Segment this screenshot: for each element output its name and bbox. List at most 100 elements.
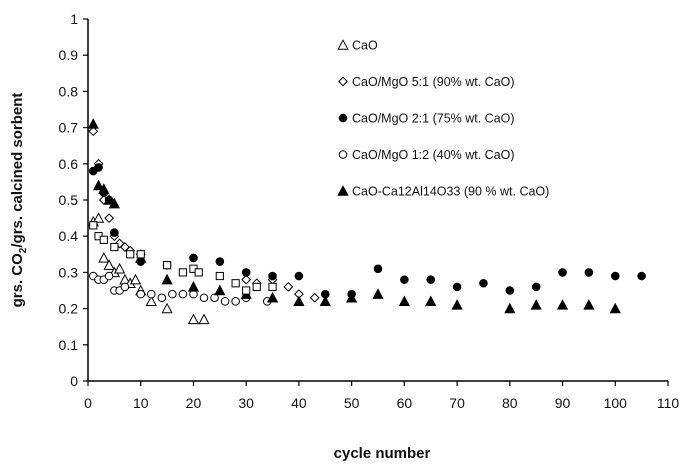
data-point bbox=[120, 242, 130, 252]
data-point bbox=[372, 288, 384, 299]
data-point bbox=[283, 281, 294, 292]
data-point bbox=[136, 289, 146, 299]
data-point bbox=[268, 282, 277, 291]
legend-label: CaO/MgO 2:1 (75% wt. CaO) bbox=[352, 112, 515, 126]
data-point bbox=[178, 289, 188, 299]
data-point bbox=[136, 250, 145, 259]
data-point bbox=[452, 282, 462, 292]
y-tick-label: 0.8 bbox=[59, 83, 79, 99]
data-point bbox=[531, 282, 541, 292]
data-point bbox=[479, 278, 488, 288]
data-point bbox=[530, 299, 542, 310]
x-tick-label: 70 bbox=[449, 395, 465, 411]
y-axis-title: grs. CO2/grs. calcined sorbent bbox=[9, 93, 29, 308]
data-point bbox=[94, 163, 103, 172]
legend-marker bbox=[338, 150, 348, 159]
data-point bbox=[266, 291, 279, 303]
data-point bbox=[242, 286, 251, 295]
legend-label: CaO/MgO 5:1 (90% wt. CaO) bbox=[352, 75, 515, 89]
data-point bbox=[294, 271, 304, 281]
data-point bbox=[161, 302, 173, 314]
x-tick-label: 80 bbox=[502, 395, 518, 411]
data-point bbox=[87, 118, 99, 129]
y-tick-label: 0.6 bbox=[59, 156, 79, 172]
data-point bbox=[157, 293, 167, 303]
data-point bbox=[268, 271, 277, 281]
data-point bbox=[146, 289, 156, 299]
legend-marker bbox=[338, 76, 348, 87]
legend: CaO CaO/MgO 5:1 (90% wt. CaO) CaO/MgO 2:1 … bbox=[337, 39, 549, 199]
legend-label: CaO/MgO 1:2 (40% wt. CaO) bbox=[352, 148, 515, 162]
data-point bbox=[129, 273, 142, 285]
y-axis-title-subscript: 2 bbox=[18, 247, 29, 253]
data-point bbox=[609, 302, 621, 314]
data-point bbox=[584, 268, 594, 277]
x-axis-title: cycle number bbox=[334, 445, 431, 462]
data-point bbox=[126, 250, 135, 259]
data-point bbox=[189, 253, 198, 263]
data-point bbox=[89, 221, 98, 230]
data-point bbox=[252, 282, 261, 291]
data-point bbox=[110, 242, 119, 252]
data-point bbox=[104, 213, 114, 224]
data-point bbox=[210, 293, 219, 303]
data-point bbox=[373, 264, 383, 274]
y-axis-title-part-1: grs. CO bbox=[9, 253, 26, 308]
data-point bbox=[108, 197, 120, 209]
data-point bbox=[293, 295, 305, 307]
data-point bbox=[199, 293, 209, 303]
data-point bbox=[215, 257, 225, 266]
data-point bbox=[398, 295, 410, 307]
data-point bbox=[214, 284, 226, 296]
legend-marker bbox=[337, 185, 349, 196]
x-tick-label: 30 bbox=[238, 395, 254, 411]
x-tick-label: 60 bbox=[397, 395, 413, 411]
data-point bbox=[426, 275, 436, 284]
x-tick-label: 90 bbox=[555, 395, 571, 411]
data-point bbox=[88, 126, 99, 137]
y-tick-label: 0.9 bbox=[59, 47, 79, 63]
data-point bbox=[98, 183, 110, 194]
series-2 bbox=[88, 126, 320, 303]
data-points bbox=[87, 118, 646, 325]
y-tick-label: 0.3 bbox=[59, 264, 79, 280]
x-tick-label: 20 bbox=[186, 395, 202, 411]
series-6 bbox=[89, 221, 277, 295]
data-point bbox=[194, 268, 203, 277]
data-point bbox=[556, 299, 569, 310]
data-point bbox=[120, 282, 130, 292]
data-point bbox=[114, 238, 125, 249]
data-point bbox=[220, 297, 230, 306]
data-point bbox=[114, 262, 126, 274]
y-tick-label: 0.4 bbox=[59, 228, 79, 244]
data-point bbox=[198, 313, 210, 325]
x-tick-label: 40 bbox=[291, 395, 307, 411]
x-tick-label: 50 bbox=[344, 395, 360, 411]
x-tick-label: 100 bbox=[604, 395, 628, 411]
data-point bbox=[187, 313, 200, 325]
axes-layer bbox=[83, 18, 669, 386]
data-point bbox=[346, 291, 358, 303]
data-point bbox=[161, 273, 173, 285]
y-tick-label: 0.1 bbox=[59, 337, 79, 353]
data-point bbox=[99, 235, 108, 244]
data-point bbox=[309, 292, 320, 303]
data-point bbox=[241, 268, 251, 277]
x-tick-label: 110 bbox=[657, 395, 680, 411]
data-point bbox=[92, 179, 105, 191]
data-point bbox=[104, 271, 114, 281]
legend-label: CaO-Ca12Al14O33 (90 % wt. CaO) bbox=[352, 185, 549, 199]
series-5 bbox=[87, 118, 621, 314]
data-point bbox=[583, 299, 595, 310]
legend-marker bbox=[337, 39, 349, 50]
x-tick-label: 0 bbox=[84, 395, 92, 411]
data-point bbox=[187, 281, 200, 292]
data-point bbox=[319, 295, 331, 307]
legend-marker bbox=[338, 113, 348, 123]
data-point bbox=[110, 228, 119, 237]
data-point bbox=[103, 194, 115, 205]
legend-label: CaO bbox=[352, 39, 378, 53]
data-point bbox=[425, 295, 437, 307]
data-point bbox=[231, 279, 240, 288]
data-point bbox=[98, 252, 110, 263]
